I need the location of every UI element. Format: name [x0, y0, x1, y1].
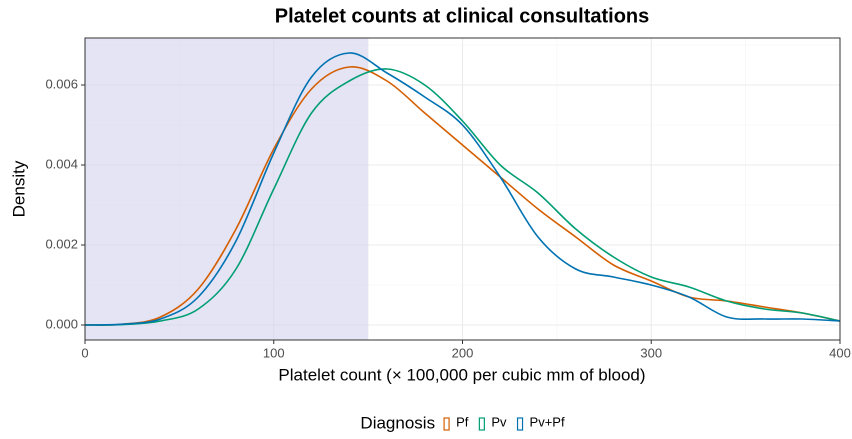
- x-tick-label: 200: [452, 345, 474, 360]
- legend-label: Pf: [456, 414, 469, 429]
- density-line: [84, 66, 841, 326]
- legend-label: Pv: [491, 414, 507, 429]
- x-axis-title: Platelet count (× 100,000 per cubic mm o…: [278, 365, 645, 384]
- chart-title: Platelet counts at clinical consultation…: [275, 5, 650, 27]
- legend-key: [478, 417, 485, 431]
- x-tick-label: 100: [263, 345, 285, 360]
- y-tick-label: 0.002: [45, 236, 78, 251]
- legend-key: [516, 417, 524, 431]
- y-axis-title: Density: [9, 160, 28, 217]
- y-tick-label: 0.000: [45, 316, 78, 331]
- shaded-region: [85, 38, 369, 340]
- density-line: [84, 52, 841, 326]
- legend-label: Pv+Pf: [530, 414, 565, 429]
- panel-border: [84, 37, 841, 341]
- density-line: [84, 68, 841, 326]
- x-tick-label: 300: [640, 345, 662, 360]
- legend: Diagnosis Pf Pv Pv+Pf: [360, 413, 565, 432]
- x-tick-label: 0: [81, 345, 88, 360]
- x-tick-label: 400: [829, 345, 851, 360]
- y-tick-label: 0.006: [45, 76, 78, 91]
- legend-title: Diagnosis: [360, 413, 435, 432]
- legend-key: [443, 417, 450, 431]
- y-tick-label: 0.004: [45, 156, 78, 171]
